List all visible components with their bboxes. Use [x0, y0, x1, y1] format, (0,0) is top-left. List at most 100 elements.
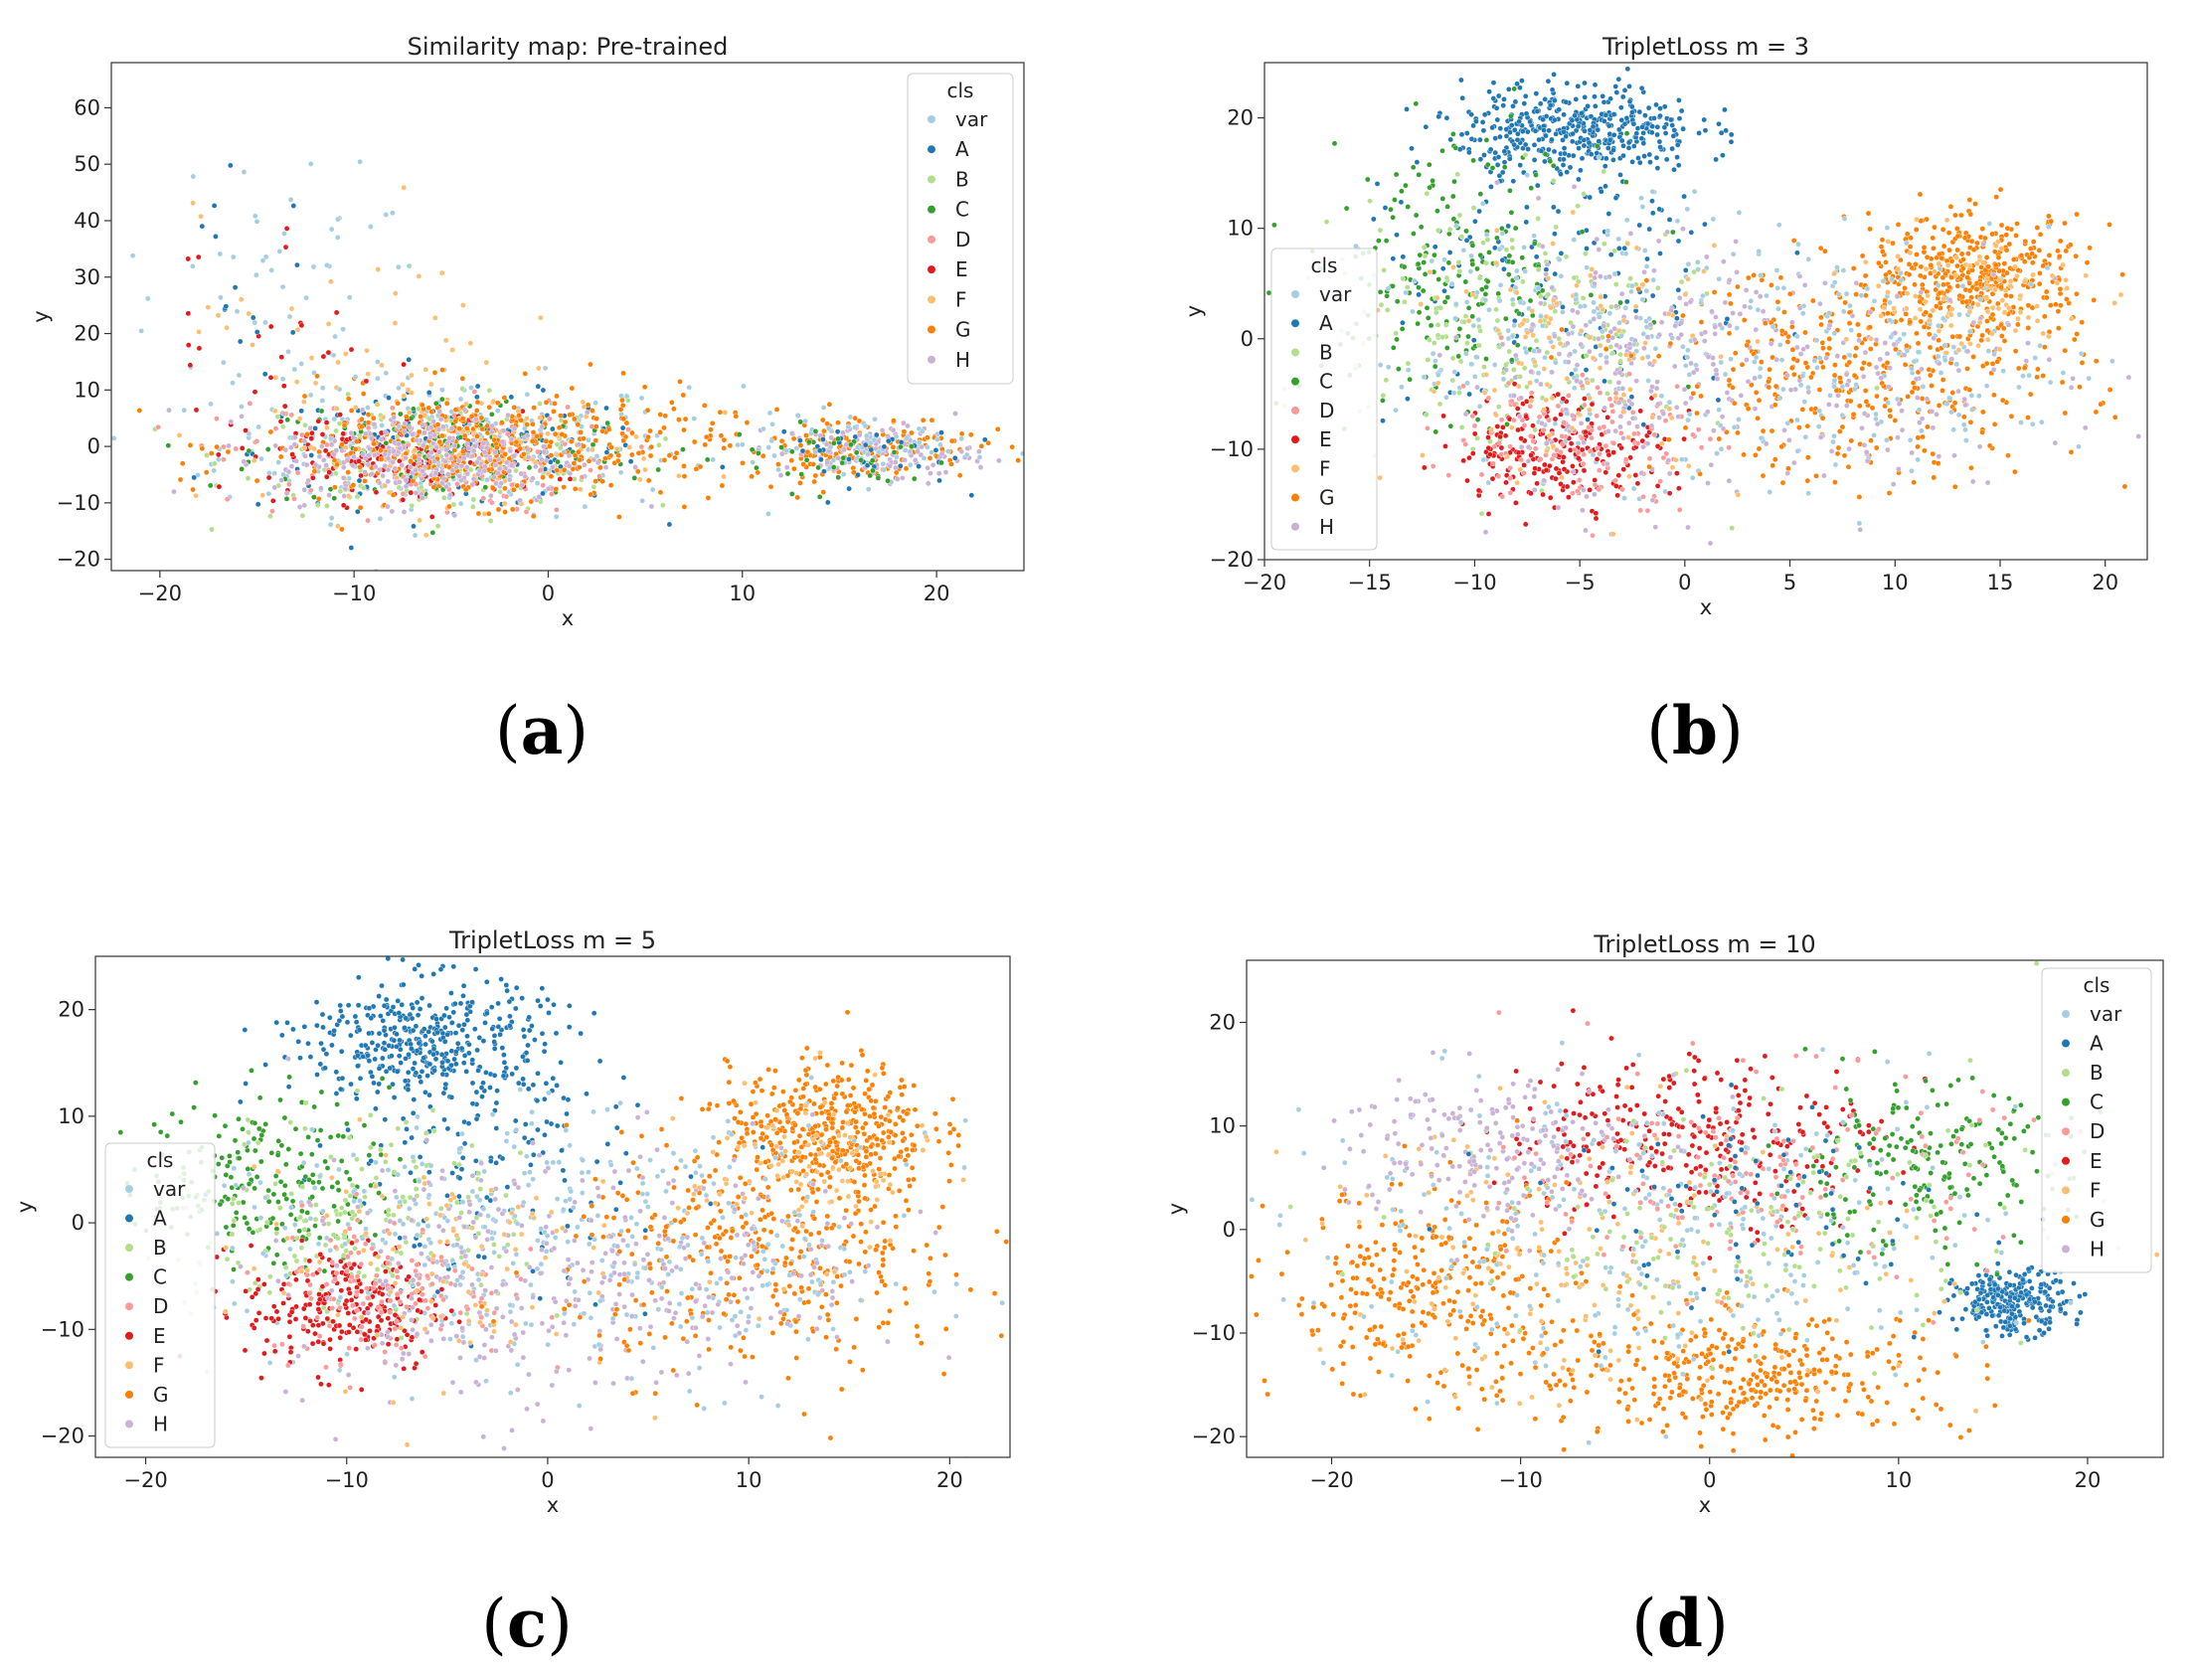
point-D — [1528, 432, 1534, 439]
point-G — [1915, 434, 1922, 441]
point-H — [1574, 362, 1581, 369]
point-F — [1598, 302, 1603, 309]
point-H — [648, 503, 655, 510]
point-H — [1664, 229, 1670, 236]
point-B — [558, 444, 564, 451]
point-A — [1620, 142, 1626, 149]
point-B — [662, 435, 669, 442]
point-G — [403, 414, 410, 420]
legend-marker-D — [927, 235, 935, 244]
point-G — [890, 444, 897, 450]
point-C — [1508, 209, 1515, 216]
point-F — [536, 365, 542, 372]
point-B — [1476, 274, 1483, 281]
point-H — [446, 434, 453, 441]
point-C — [840, 454, 847, 461]
point-G — [491, 436, 497, 443]
point-C — [1519, 254, 1525, 261]
point-H — [525, 446, 532, 453]
point-C — [239, 466, 245, 472]
point-var — [1497, 281, 1504, 288]
point-H — [1499, 341, 1506, 348]
legend-marker-C — [927, 205, 935, 214]
point-D — [1660, 454, 1667, 461]
point-C — [1435, 276, 1441, 282]
point-A — [1507, 129, 1513, 135]
point-H — [367, 445, 373, 452]
point-G — [1966, 197, 1973, 203]
point-H — [1462, 411, 1469, 418]
point-A — [1649, 123, 1655, 129]
point-H — [1742, 303, 1748, 310]
point-var — [189, 262, 196, 269]
point-var — [1649, 188, 1656, 195]
point-A — [1477, 136, 1483, 143]
point-A — [1657, 251, 1663, 256]
point-G — [1989, 311, 1996, 318]
point-var — [268, 267, 275, 273]
point-G — [985, 439, 992, 446]
point-C — [1550, 162, 1557, 169]
point-G — [1911, 479, 1917, 486]
point-G — [199, 445, 206, 452]
point-G — [620, 437, 627, 444]
point-H — [469, 481, 476, 488]
point-E — [333, 309, 340, 316]
point-D — [540, 482, 547, 489]
point-E — [267, 323, 274, 330]
point-H — [912, 456, 919, 463]
point-G — [820, 489, 827, 495]
point-C — [1421, 259, 1427, 265]
point-B — [1421, 245, 1428, 251]
point-H — [1532, 486, 1538, 493]
point-H — [401, 428, 408, 435]
point-G — [778, 437, 785, 444]
y-tick-label: −20 — [57, 548, 100, 572]
point-H — [942, 469, 949, 475]
point-F — [537, 415, 543, 421]
point-var — [396, 423, 403, 430]
point-A — [1505, 223, 1511, 230]
point-H — [1734, 269, 1740, 275]
point-H — [1628, 401, 1635, 408]
point-G — [345, 396, 352, 402]
point-A — [1646, 226, 1652, 233]
point-A — [1501, 159, 1508, 165]
point-F — [1543, 397, 1549, 404]
point-F — [1522, 334, 1529, 340]
point-E — [315, 418, 322, 424]
point-A — [1563, 98, 1570, 105]
point-A — [1409, 145, 1415, 152]
point-H — [900, 474, 906, 481]
point-D — [365, 517, 371, 524]
point-C — [1439, 147, 1445, 154]
point-C — [1416, 171, 1422, 178]
point-G — [530, 429, 537, 435]
point-G — [702, 403, 708, 409]
point-E — [1522, 521, 1529, 528]
point-G — [572, 452, 579, 458]
point-G — [531, 405, 537, 411]
point-H — [919, 443, 926, 450]
point-G — [1966, 287, 1973, 294]
point-G — [1756, 397, 1763, 404]
point-H — [362, 430, 369, 437]
point-G — [522, 371, 529, 377]
point-C — [1499, 225, 1505, 232]
point-A — [846, 485, 852, 492]
point-A — [1675, 162, 1682, 168]
point-G — [529, 438, 536, 444]
point-F — [1513, 289, 1520, 296]
point-C — [869, 457, 876, 464]
point-G — [1930, 450, 1937, 457]
point-E — [1583, 428, 1589, 435]
point-A — [1612, 84, 1618, 89]
point-var — [1695, 258, 1701, 265]
point-D — [1619, 486, 1625, 493]
point-E — [1560, 396, 1567, 402]
point-H — [1737, 310, 1744, 317]
point-E — [1570, 463, 1576, 469]
point-A — [1654, 124, 1661, 130]
point-A — [1552, 116, 1558, 123]
point-var — [1674, 218, 1681, 225]
